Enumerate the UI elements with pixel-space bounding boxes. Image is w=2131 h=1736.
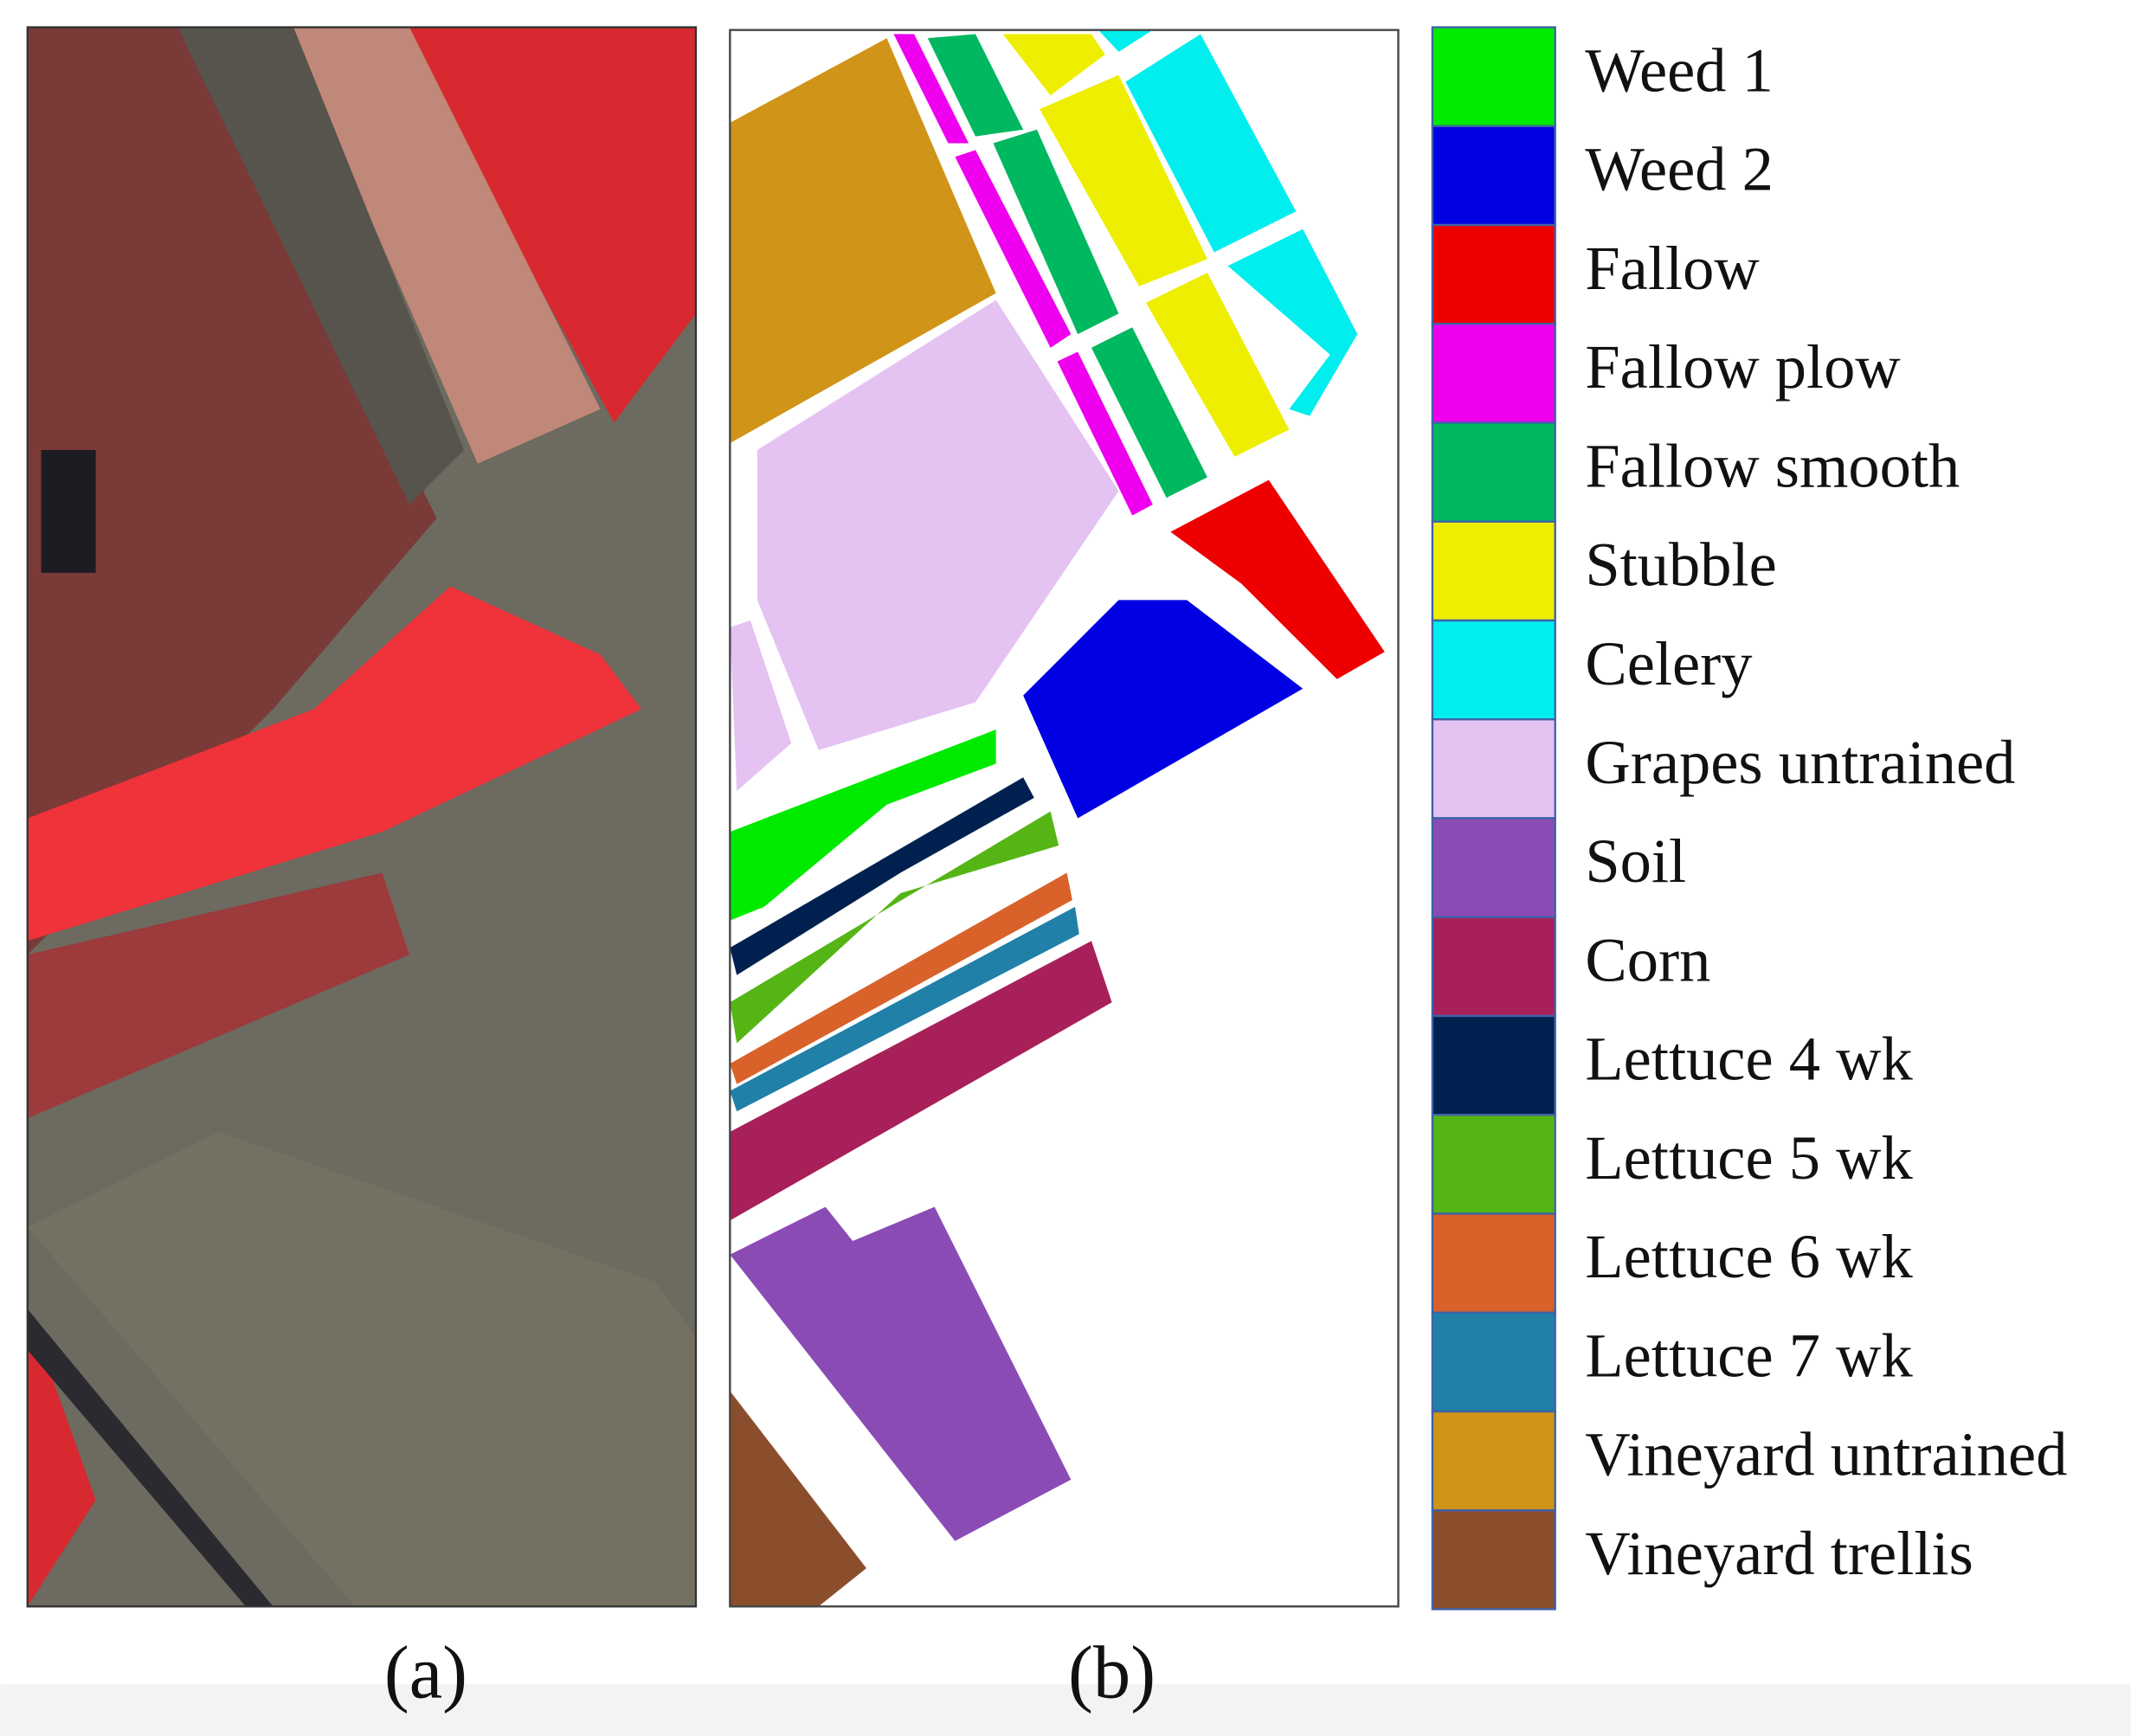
legend-swatch: [1431, 520, 1556, 622]
class-region: [730, 730, 996, 921]
legend-swatch: [1431, 1410, 1556, 1512]
class-region: [1227, 228, 1358, 416]
false-color-image: [27, 27, 696, 1607]
legend-label: Lettuce 4 wk: [1585, 1024, 1913, 1094]
legend-swatch: [1431, 323, 1556, 424]
class-region: [1170, 479, 1385, 679]
legend-swatch: [1431, 619, 1556, 721]
class-region: [730, 1206, 1072, 1541]
panel-b-frame: [729, 29, 1400, 1608]
legend-swatch: [1431, 1212, 1556, 1314]
legend-swatch: [1431, 223, 1556, 325]
class-region: [1098, 29, 1153, 52]
legend-label: Lettuce 5 wk: [1585, 1122, 1913, 1193]
legend-label: Celery: [1585, 628, 1752, 698]
legend-swatch: [1431, 125, 1556, 227]
panel-label: (a): [384, 1630, 467, 1713]
legend-label: Vineyard trellis: [1585, 1518, 1973, 1588]
legend-swatch: [1431, 26, 1556, 127]
class-region: [1145, 273, 1290, 457]
class-region: [1023, 600, 1304, 819]
class-region: [955, 150, 1072, 348]
legend-label: Corn: [1585, 924, 1710, 994]
legend-label: Fallow smooth: [1585, 430, 1960, 500]
legend-swatch: [1431, 1114, 1556, 1215]
class-region: [1091, 327, 1207, 498]
class-region: [730, 620, 792, 791]
legend-swatch: [1431, 421, 1556, 523]
legend-swatch: [1431, 817, 1556, 918]
class-region: [730, 811, 1059, 1044]
legend-label: Soil: [1585, 826, 1686, 896]
legend-label: Fallow: [1585, 233, 1760, 303]
panel-a-frame: [26, 26, 698, 1608]
legend-swatch: [1431, 1509, 1556, 1611]
class-region: [730, 777, 1034, 975]
class-region: [1057, 351, 1153, 516]
ground-truth-map: [730, 29, 1385, 1607]
class-region: [1040, 74, 1207, 286]
class-region: [1002, 34, 1105, 96]
class-region: [730, 1391, 866, 1607]
class-region: [1125, 34, 1297, 253]
class-region: [730, 872, 1072, 1084]
legend-swatch: [1431, 718, 1556, 820]
legend-swatch: [1431, 1311, 1556, 1413]
legend-swatch: [1431, 1014, 1556, 1116]
class-region: [730, 38, 996, 444]
bottom-band: [0, 1684, 2131, 1736]
class-region: [730, 906, 1079, 1112]
class-region: [730, 941, 1112, 1221]
class-region: [927, 34, 1024, 137]
legend-label: Lettuce 6 wk: [1585, 1221, 1913, 1291]
class-region: [756, 299, 1119, 750]
legend-label: Weed 2: [1585, 134, 1774, 204]
legend: Weed 1 Weed 2 Fallow Fallow plow Fallow smoo…: [1431, 26, 2067, 1611]
legend-label: Lettuce 7 wk: [1585, 1320, 1913, 1390]
class-region: [993, 129, 1119, 335]
panel-label: (b): [1068, 1630, 1156, 1713]
legend-swatch: [1431, 916, 1556, 1018]
class-region: [893, 34, 969, 144]
legend-label: Fallow plow: [1585, 331, 1901, 402]
legend-label: Vineyard untrained: [1585, 1419, 2067, 1489]
legend-label: Grapes untrained: [1585, 727, 2015, 797]
legend-label: Stubble: [1585, 530, 1776, 600]
legend-label: Weed 1: [1585, 35, 1774, 105]
